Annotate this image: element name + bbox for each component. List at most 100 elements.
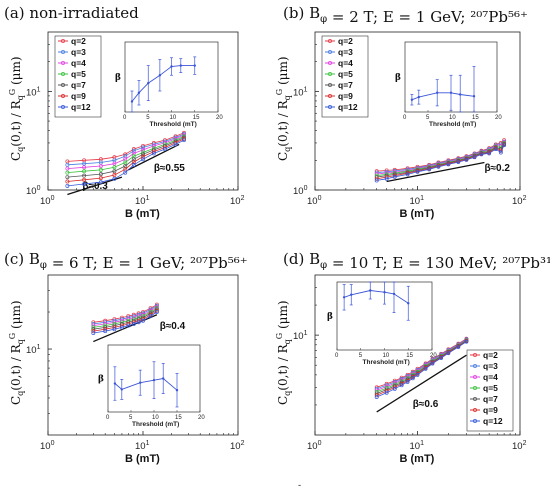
legend-entry: q=4 <box>71 58 86 68</box>
data-point <box>65 183 70 188</box>
legend-marker <box>473 419 477 423</box>
y-tick-label: 101 <box>26 344 41 356</box>
data-point <box>162 147 167 152</box>
series-line-q=9 <box>67 138 185 182</box>
panel-title: (a) non-irradiated <box>4 4 139 22</box>
inset-point <box>369 289 372 292</box>
data-point <box>456 160 461 165</box>
data-point <box>141 154 145 159</box>
series-line-q=5 <box>376 142 505 176</box>
legend-entry: q=12 <box>338 102 358 112</box>
inset-point <box>139 381 142 384</box>
x-tick-label: 102 <box>512 195 527 207</box>
y-tick-label: 100 <box>293 185 308 197</box>
inset-line <box>343 290 409 304</box>
panel-title: (c) Bφ = 6 T; E = 1 GeV; ²⁰⁷Pb⁵⁶⁺ <box>4 250 248 272</box>
data-point <box>182 132 186 136</box>
data-point <box>91 331 96 335</box>
legend-entry: q=2 <box>71 36 86 46</box>
data-point <box>112 161 117 166</box>
fit-line <box>386 161 485 183</box>
inset-x-tick-label: 0 <box>335 353 339 359</box>
legend-marker <box>61 83 65 87</box>
data-point <box>112 327 117 332</box>
inset-x-tick-label: 0 <box>403 115 407 121</box>
legend-marker <box>328 61 332 65</box>
legend: q=2q=3q=4q=5q=7q=9q=12 <box>321 35 369 118</box>
series-line-q=3 <box>376 141 505 173</box>
x-tick-label: 100 <box>307 440 322 452</box>
inset: 0 5 10 15 20 Threshold (mT) β <box>115 41 223 128</box>
y-tick-label: 100 <box>26 185 41 197</box>
series-line-q=4 <box>67 134 185 169</box>
legend-entry: q=12 <box>483 416 503 426</box>
data-point <box>154 310 159 314</box>
data-point <box>65 179 70 184</box>
inset-x-tick-label: 10 <box>170 115 177 121</box>
series-line-q=3 <box>93 305 158 325</box>
data-point <box>112 173 117 177</box>
series-line-q=9 <box>376 144 505 180</box>
inset-x-tick-label: 15 <box>472 115 479 121</box>
legend-marker <box>61 50 65 54</box>
inset-x-tick-label: 10 <box>449 115 456 121</box>
inset-point <box>120 388 124 391</box>
legend-entry: q=3 <box>71 47 86 57</box>
inset-y-label: β <box>115 73 121 83</box>
legend-entry: q=3 <box>338 47 353 57</box>
legend-entry: q=4 <box>483 372 498 382</box>
inset-x-tick-label: 5 <box>129 415 133 421</box>
x-tick-label: 100 <box>40 195 55 207</box>
data-point <box>131 148 136 153</box>
fit-slope-label: β≈0.2 <box>484 163 510 174</box>
panel-b: (b) Bφ = 2 T; E = 1 GeV; ²⁰⁷Pb⁵⁶⁺100 101 1… <box>275 4 528 220</box>
data-point <box>119 325 124 330</box>
series-line-q=9 <box>93 310 158 332</box>
data-point <box>405 379 410 384</box>
inset-point <box>147 81 150 85</box>
data-point <box>182 138 186 143</box>
legend: q=2q=3q=4q=5q=7q=9q=12 <box>54 35 102 118</box>
x-tick-label: 100 <box>307 195 322 207</box>
legend-box <box>321 35 369 118</box>
stray-dash: - <box>298 480 301 490</box>
data-point <box>173 142 178 147</box>
inset-point <box>392 292 396 296</box>
x-tick-label: 101 <box>135 440 150 452</box>
data-point <box>415 372 420 377</box>
data-point <box>131 162 136 167</box>
data-point <box>472 155 477 160</box>
inset-point <box>410 98 414 101</box>
data-point <box>98 176 103 181</box>
legend-entry: q=7 <box>71 80 86 90</box>
inset-point <box>459 93 462 96</box>
fit-line <box>127 143 180 171</box>
legend-entry: q=7 <box>338 80 353 90</box>
data-point <box>151 151 156 156</box>
legend-entry: q=12 <box>71 102 91 112</box>
inset-x-label: Threshold (mT) <box>150 121 197 128</box>
inset-x-tick-label: 20 <box>198 415 205 421</box>
legend-marker <box>61 39 65 43</box>
inset-x-tick-label: 10 <box>152 415 159 421</box>
data-point <box>405 172 410 177</box>
x-axis-label: B (mT) <box>400 453 435 465</box>
inset-point <box>472 95 476 98</box>
data-point <box>126 323 131 328</box>
data-point <box>392 174 397 179</box>
data-point <box>65 162 70 167</box>
inset-line <box>114 378 178 391</box>
y-tick-label: 101 <box>26 86 41 98</box>
x-tick-label: 101 <box>410 195 425 207</box>
data-point <box>123 170 128 175</box>
y-axis-label: Cq(0,t) / RqG (μm) <box>8 56 25 161</box>
data-point <box>141 152 145 157</box>
inset-point <box>137 91 141 94</box>
legend-entry: q=5 <box>483 383 498 393</box>
data-point <box>141 318 145 323</box>
data-point <box>374 178 379 183</box>
data-point <box>82 165 87 170</box>
data-point <box>487 151 492 156</box>
inset-line <box>411 92 475 101</box>
